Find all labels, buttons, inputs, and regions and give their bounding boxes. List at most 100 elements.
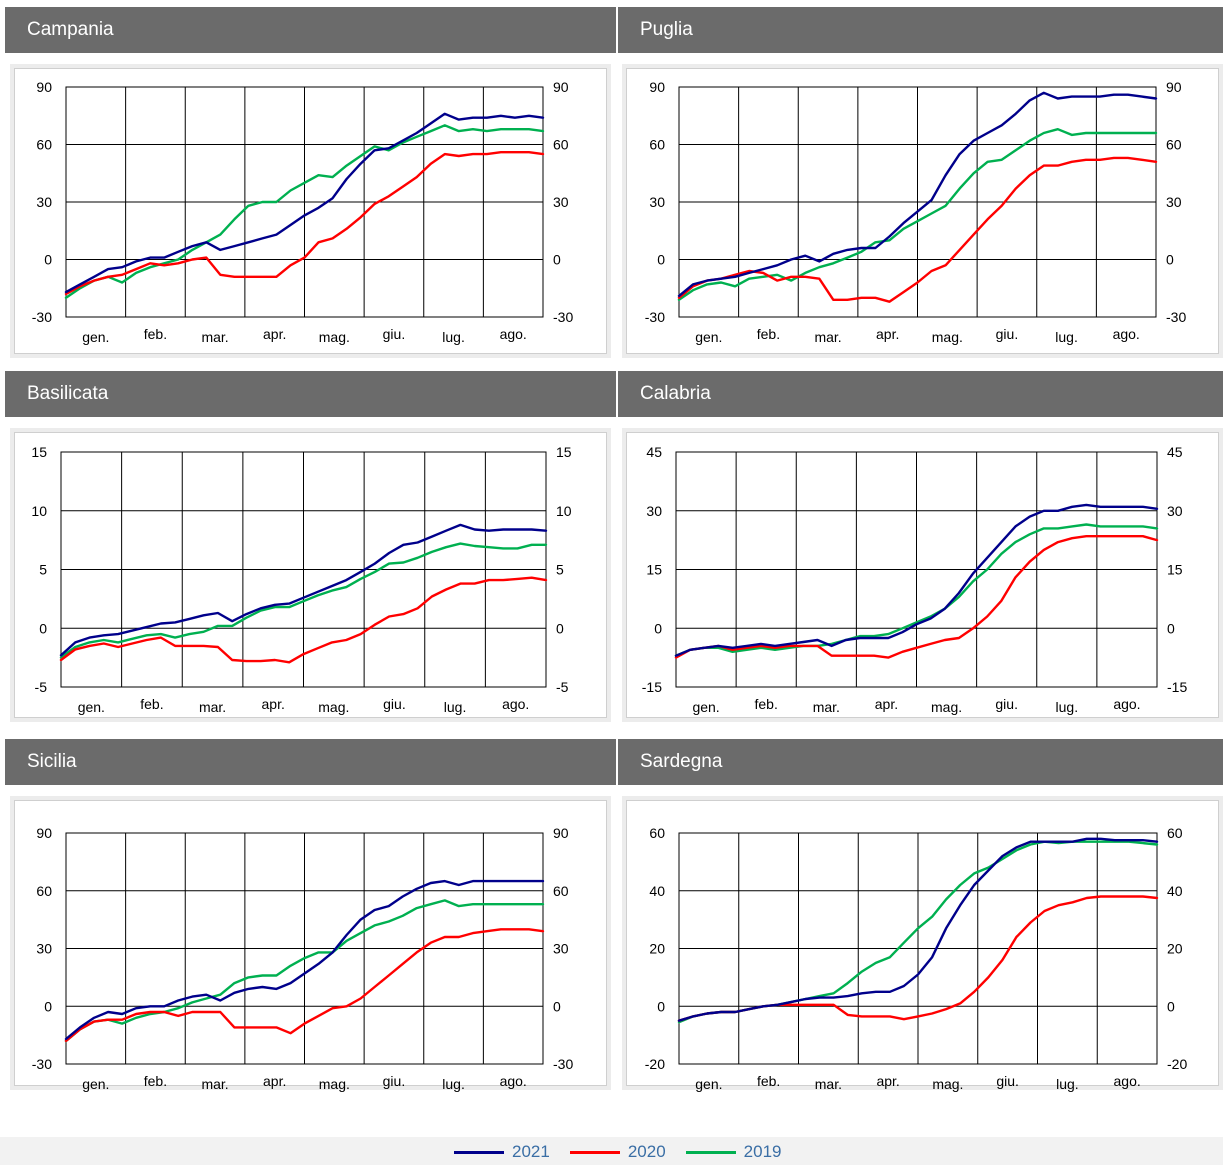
panel-box-sardegna [626,800,1219,1086]
x-tick-label: feb. [144,1073,167,1089]
series-line-2020 [64,150,545,296]
y-tick-label-right: -15 [1167,679,1187,695]
legend-item-2020: 2020 [569,1142,666,1162]
y-tick-label-right: -30 [553,1056,573,1072]
y-tick-label-right: -30 [553,309,573,325]
y-tick-label-right: 60 [1166,137,1182,153]
y-tick-label-left: 0 [657,252,665,268]
x-tick-label: ago. [502,696,529,712]
y-tick-label-left: 90 [649,79,665,95]
y-tick-label-left: -5 [35,679,48,695]
y-tick-label-right: 10 [556,503,572,519]
x-tick-label: gen. [695,1076,722,1092]
x-tick-label: mag. [319,1076,350,1092]
series-line-2019 [64,899,545,1043]
chart-sardegna: 60 60 40 40 20 20 0 0 -20 -20 gen. feb. mar. apr. mag.… [645,825,1188,1092]
x-tick-label: giu. [383,1073,406,1089]
x-tick-label: gen. [692,699,719,715]
x-tick-label: ago. [1113,696,1140,712]
legend-line-2020 [569,1150,620,1154]
y-tick-label-right: 30 [1166,194,1182,210]
y-tick-label-left: 30 [646,503,662,519]
x-tick-label: apr. [876,1073,899,1089]
series-line-2021 [677,91,1158,298]
x-tick-label: apr. [262,696,285,712]
y-tick-label-right: 15 [1167,562,1183,578]
x-tick-label: giu. [383,696,406,712]
series-line-2021 [59,523,548,657]
y-tick-label-left: 30 [36,941,52,957]
panel-box-sicilia [14,800,607,1086]
x-tick-label: mar. [815,1076,842,1092]
legend-label-2020: 2020 [627,1142,666,1161]
panel-box-basilicata [14,432,607,718]
y-tick-label-right: 0 [553,998,561,1014]
y-tick-label-right: 30 [1167,503,1183,519]
y-tick-label-right: 0 [556,620,564,636]
panel-title-campania: Campania [5,7,616,53]
x-tick-label: mar. [201,1076,228,1092]
x-tick-label: mag. [932,329,963,345]
y-tick-label-left: 0 [44,252,52,268]
x-tick-label: feb. [757,1073,780,1089]
panel-box-calabria [626,432,1219,718]
x-tick-label: mar. [201,329,228,345]
y-tick-label-right: 30 [553,941,569,957]
x-tick-label: gen. [82,329,109,345]
x-tick-label: ago. [500,326,527,342]
y-tick-label-left: 30 [36,194,52,210]
x-tick-label: apr. [876,326,899,342]
x-tick-label: gen. [82,1076,109,1092]
y-tick-label-left: 20 [649,941,665,957]
y-tick-label-right: 5 [556,562,564,578]
series-line-2020 [59,576,548,664]
x-tick-label: lug. [1056,1076,1079,1092]
panel-title-basilicata: Basilicata [5,371,616,417]
legend-line-2021 [454,1150,504,1154]
series-line-2020 [677,156,1158,303]
series-line-2021 [64,112,545,294]
y-tick-label-left: 60 [36,883,52,899]
panel-title-sardegna: Sardegna [618,739,1223,785]
y-tick-label-right: -5 [556,679,569,695]
series-line-2019 [59,542,548,659]
legend-line-2019 [685,1150,736,1154]
series-line-2021 [677,837,1159,1022]
x-tick-label: lug. [444,699,467,715]
y-tick-label-left: 0 [39,620,47,636]
y-tick-label-right: 60 [1167,825,1183,841]
x-tick-label: mag. [931,699,962,715]
series-line-2019 [677,127,1158,301]
x-tick-label: mag. [318,699,349,715]
chart-campania: 90 90 60 60 30 30 0 0 -30 -30 gen. feb. mar. apr. mag.… [32,79,574,345]
y-tick-label-right: -20 [1167,1056,1187,1072]
y-tick-label-left: -30 [645,309,665,325]
x-tick-label: gen. [78,699,105,715]
x-tick-label: mag. [319,329,350,345]
y-tick-label-right: 0 [553,252,561,268]
series-line-2019 [64,124,545,299]
y-tick-label-right: 0 [1167,998,1175,1014]
x-tick-label: lug. [1055,329,1078,345]
y-tick-label-left: 15 [646,562,662,578]
series-line-2021 [674,503,1159,657]
y-tick-label-left: 5 [39,562,47,578]
y-tick-label-right: 90 [1166,79,1182,95]
series-line-2021 [64,879,545,1041]
y-tick-label-right: 0 [1166,252,1174,268]
x-tick-label: apr. [875,696,898,712]
y-tick-label-left: 45 [646,444,662,460]
y-tick-label-left: -30 [32,1056,52,1072]
y-tick-label-left: 40 [649,883,665,899]
y-tick-label-right: 20 [1167,941,1183,957]
chart-calabria: 45 45 30 30 15 15 0 0 -15 -15 gen. feb. mar. apr. mag.… [642,444,1188,715]
series-line-2020 [674,535,1159,659]
panel-title-sicilia: Sicilia [5,739,616,785]
y-tick-label-right: -30 [1166,309,1186,325]
series-line-2020 [64,928,545,1043]
y-tick-label-left: 0 [657,998,665,1014]
y-tick-label-right: 30 [553,194,569,210]
chart-basilicata: 15 15 10 10 5 5 0 0 -5 -5 gen. feb. mar. apr. mag. giu.… [31,444,571,715]
x-tick-label: ago. [1114,1073,1141,1089]
